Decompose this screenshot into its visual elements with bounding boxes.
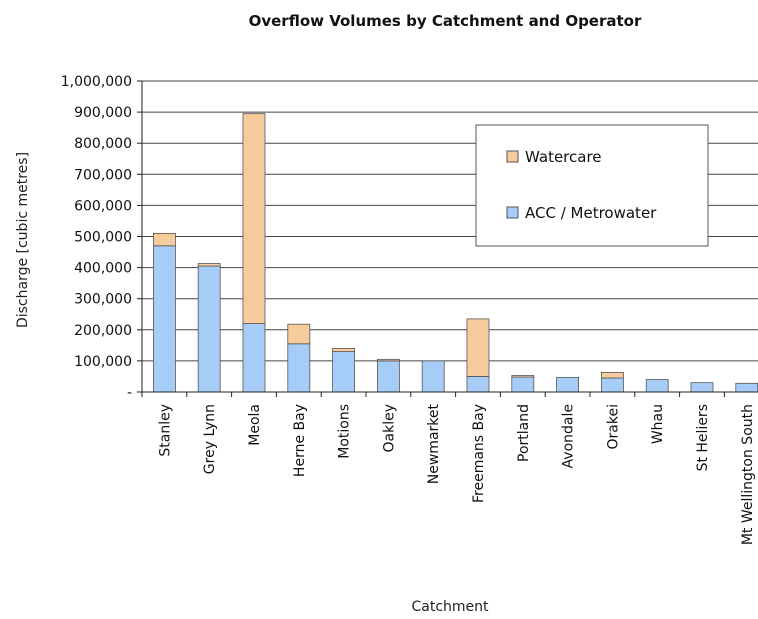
bars — [152, 113, 758, 393]
bar-segment — [242, 323, 266, 393]
legend-box — [475, 124, 709, 247]
bar-segment — [601, 372, 624, 379]
x-tick-label: Avondale — [561, 404, 577, 468]
x-tick-label: Stanley — [157, 404, 173, 457]
bar-segment — [197, 263, 221, 267]
bar-segment — [511, 375, 535, 378]
legend-label-watercare: Watercare — [525, 148, 602, 166]
y-tick-label: - — [127, 385, 132, 401]
x-tick-label: Motions — [337, 404, 353, 459]
bar-segment — [556, 376, 579, 393]
y-tick-label: 500,000 — [74, 230, 132, 246]
y-tick-label: 400,000 — [74, 261, 132, 277]
x-tick-label: Whau — [650, 404, 666, 444]
x-tick-label: Mt Wellington South — [740, 404, 756, 545]
x-tick-label: Newmarket — [426, 404, 442, 485]
bar-segment — [197, 265, 221, 393]
x-tick-label: Orakei — [605, 404, 621, 449]
y-tick-label: 100,000 — [74, 354, 132, 370]
y-tick-label: 200,000 — [74, 323, 132, 339]
x-tick-label: Oakley — [381, 404, 397, 453]
x-tick-label: Freemans Bay — [471, 404, 487, 503]
bar-segment — [735, 382, 758, 393]
bar-segment — [332, 351, 356, 393]
y-tick-labels: - 100,000 200,000 300,000 400,000 500,000 600,… — [61, 74, 132, 401]
y-tick-label: 800,000 — [74, 136, 132, 152]
y-axis-label: Discharge [cubic metres] — [15, 152, 31, 328]
legend: Watercare ACC / Metrowater — [475, 124, 709, 247]
bar-segment — [690, 382, 714, 393]
bar-segment — [466, 376, 490, 393]
bar-segment — [152, 245, 176, 393]
bar-segment — [511, 376, 535, 393]
x-tick-label: Meola — [247, 404, 263, 446]
bar-segment — [152, 232, 176, 247]
x-tick-label: St Heliers — [695, 404, 711, 471]
bar-segment — [645, 379, 669, 393]
bar-segment — [376, 358, 400, 362]
bar-segment — [466, 318, 490, 377]
legend-swatch-watercare — [506, 150, 519, 163]
axes — [137, 80, 758, 397]
bar-segment — [376, 360, 400, 393]
bar-segment — [242, 113, 266, 324]
bar-segment — [332, 348, 356, 352]
x-tick-label: Herne Bay — [292, 404, 308, 477]
x-axis-label: Catchment — [411, 599, 489, 615]
y-tick-label: 1,000,000 — [61, 74, 132, 90]
y-tick-label: 600,000 — [74, 198, 132, 214]
x-tick-label: Grey Lynn — [202, 404, 218, 474]
bar-segment — [421, 360, 445, 393]
legend-swatch-acc-metrowater — [506, 206, 519, 219]
x-tick-labels: Stanley Grey Lynn Meola Herne Bay Motions Oak… — [157, 404, 755, 546]
bar-segment — [287, 343, 311, 393]
y-tick-label: 900,000 — [74, 105, 132, 121]
y-tick-label: 300,000 — [74, 292, 132, 308]
y-tick-label: 700,000 — [74, 167, 132, 183]
chart-title: Overflow Volumes by Catchment and Operat… — [249, 12, 642, 30]
bar-segment — [287, 323, 311, 345]
legend-label-acc-metrowater: ACC / Metrowater — [525, 204, 657, 222]
x-tick-label: Portland — [516, 404, 532, 462]
bar-segment — [601, 377, 624, 393]
